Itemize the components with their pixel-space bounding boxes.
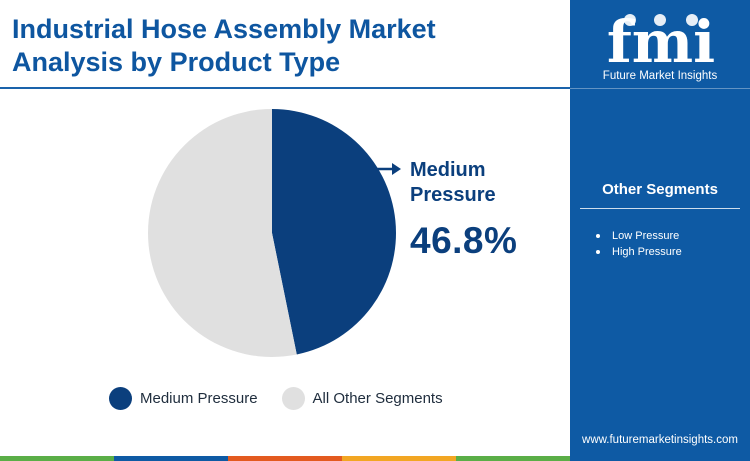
sidebar-divider — [570, 88, 750, 89]
pie-slice-all-other-segments — [147, 109, 297, 358]
other-segments-divider — [580, 208, 740, 209]
segment-label: High Pressure — [612, 246, 682, 258]
bottom-color-bar — [0, 456, 570, 461]
website-link[interactable]: www.futuremarketinsights.com — [582, 434, 738, 446]
legend-swatch — [109, 387, 132, 410]
list-item: High Pressure — [596, 244, 682, 260]
bottom-bar-segment — [0, 456, 114, 461]
fmi-logo: fmi — [607, 10, 715, 68]
legend-label: All Other Segments — [312, 390, 443, 407]
sidebar: fmi Future Market Insights Other Segment… — [570, 0, 750, 461]
other-segments-title: Other Segments — [602, 181, 718, 198]
segment-label: Low Pressure — [612, 230, 680, 242]
callout-label: Medium Pressure — [410, 159, 496, 206]
other-segments-list: Low Pressure High Pressure — [596, 228, 682, 260]
bottom-bar-segment — [114, 456, 228, 461]
pie-slice-medium-pressure — [272, 109, 396, 355]
legend-label: Medium Pressure — [140, 390, 258, 407]
pie-chart — [147, 109, 401, 358]
title-divider — [0, 87, 570, 89]
legend-item-other-segments: All Other Segments — [281, 387, 443, 410]
callout-arrow-icon — [376, 163, 401, 175]
page-title: Industrial Hose Assembly Market Analysis… — [12, 14, 436, 77]
legend-swatch — [281, 387, 305, 410]
bottom-bar-segment — [342, 456, 456, 461]
bottom-bar-segment — [228, 456, 342, 461]
list-item: Low Pressure — [596, 228, 682, 244]
pie-slices — [147, 109, 396, 358]
bullet-icon — [596, 250, 600, 254]
logo-subtitle: Future Market Insights — [602, 70, 718, 82]
bullet-icon — [596, 234, 600, 238]
bottom-bar-segment — [456, 456, 570, 461]
chart-callout: Medium Pressure 46.8% — [410, 158, 560, 262]
legend-item-medium-pressure: Medium Pressure — [109, 387, 258, 410]
chart-legend: Medium Pressure All Other Segments — [109, 387, 467, 410]
callout-value: 46.8% — [410, 220, 518, 261]
